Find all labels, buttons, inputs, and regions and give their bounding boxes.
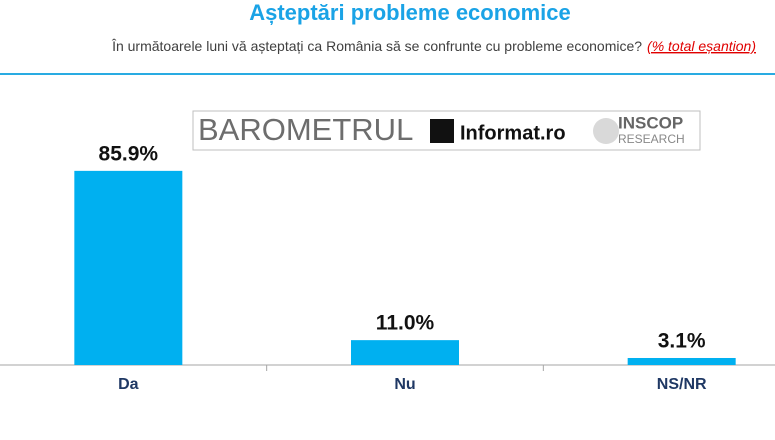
x-tick-label: Da (118, 376, 139, 393)
x-tick-label: NS/NR (657, 376, 707, 393)
bar (351, 340, 459, 365)
value-label: 11.0% (376, 312, 435, 335)
logo: BAROMETRUL Informat.ro INSCOP RESEARCH (192, 110, 701, 151)
value-label: 3.1% (658, 330, 706, 353)
x-tick-label: Nu (394, 376, 415, 393)
logo-barometrul: BAROMETRUL (198, 112, 413, 147)
bar (627, 357, 736, 365)
bar (74, 170, 183, 365)
logo-icon (430, 119, 454, 143)
subtitle-text: În următoarele luni vă așteptați ca Româ… (111, 38, 642, 54)
value-label: 85.9% (99, 142, 159, 165)
logo-inscop: INSCOP (618, 113, 683, 132)
logo-research: RESEARCH (618, 132, 685, 146)
logo-circle (593, 118, 619, 144)
chart-title: Așteptări probleme economice (249, 0, 571, 25)
logo-informat: Informat.ro (460, 122, 566, 144)
subtitle-note: (% total eșantion) (647, 38, 756, 54)
chart-subtitle: În următoarele luni vă așteptați ca Româ… (111, 38, 756, 54)
